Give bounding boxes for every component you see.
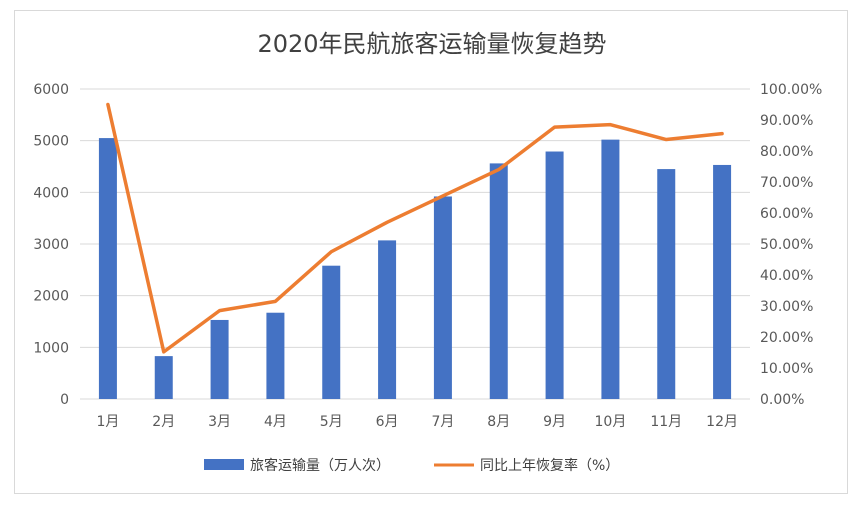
bar bbox=[98, 138, 117, 400]
x-axis-ticks: 1月 2月 3月 4月 5月 6月 7月 8月 9月 10月 11月 12月 bbox=[96, 414, 738, 430]
bar bbox=[210, 319, 229, 399]
x-axis-tick-label: 10月 bbox=[595, 414, 627, 430]
right-axis-tick-label: 20.00% bbox=[760, 330, 813, 346]
left-axis-tick-label: 2000 bbox=[33, 289, 69, 305]
right-axis-tick-label: 10.00% bbox=[760, 361, 813, 377]
x-axis-tick-label: 1月 bbox=[96, 414, 119, 430]
left-axis-ticks: 0 1000 2000 3000 4000 5000 6000 bbox=[33, 82, 69, 408]
legend-swatch-bar bbox=[204, 459, 244, 470]
x-axis-tick-label: 3月 bbox=[208, 414, 231, 430]
left-axis-tick-label: 4000 bbox=[33, 185, 69, 201]
bar bbox=[713, 164, 732, 399]
line-path bbox=[106, 102, 724, 354]
bar bbox=[657, 169, 676, 399]
bar bbox=[378, 240, 397, 399]
right-axis-tick-label: 50.00% bbox=[760, 237, 813, 253]
x-axis-tick-label: 6月 bbox=[376, 414, 399, 430]
x-axis-tick-label: 5月 bbox=[320, 414, 343, 430]
x-axis-tick-label: 2月 bbox=[152, 414, 175, 430]
bar bbox=[322, 265, 341, 399]
x-axis-tick-label: 4月 bbox=[264, 414, 287, 430]
gridlines bbox=[80, 88, 750, 400]
right-axis-tick-label: 70.00% bbox=[760, 175, 813, 191]
x-axis-tick-label: 8月 bbox=[487, 414, 510, 430]
x-axis-tick-label: 9月 bbox=[543, 414, 566, 430]
legend: 旅客运输量（万人次） 同比上年恢复率（%） bbox=[204, 457, 619, 474]
chart-frame bbox=[14, 10, 848, 494]
right-axis-tick-label: 30.00% bbox=[760, 299, 813, 315]
x-axis-tick-label: 12月 bbox=[706, 414, 738, 430]
bar-series bbox=[98, 138, 732, 400]
right-axis-tick-label: 40.00% bbox=[760, 268, 813, 284]
line-series bbox=[106, 102, 724, 354]
right-axis-tick-label: 80.00% bbox=[760, 144, 813, 160]
left-axis-tick-label: 5000 bbox=[33, 134, 69, 150]
bar bbox=[601, 139, 620, 399]
right-axis-tick-label: 100.00% bbox=[760, 82, 822, 98]
left-axis-tick-label: 3000 bbox=[33, 237, 69, 253]
right-axis-tick-label: 0.00% bbox=[760, 392, 804, 408]
bar bbox=[266, 312, 285, 399]
x-axis-tick-label: 11月 bbox=[650, 414, 682, 430]
left-axis-tick-label: 1000 bbox=[33, 340, 69, 356]
bar bbox=[545, 151, 564, 399]
x-axis-tick-label: 7月 bbox=[431, 414, 454, 430]
right-axis-ticks: 0.00% 10.00% 20.00% 30.00% 40.00% 50.00% 60.00… bbox=[760, 82, 822, 408]
left-axis-tick-label: 0 bbox=[60, 392, 69, 408]
bar bbox=[433, 196, 452, 399]
right-axis-tick-label: 60.00% bbox=[760, 206, 813, 222]
bar bbox=[154, 356, 173, 399]
left-axis-tick-label: 6000 bbox=[33, 82, 69, 98]
bar bbox=[489, 163, 508, 399]
right-axis-tick-label: 90.00% bbox=[760, 113, 813, 129]
legend-label-bar: 旅客运输量（万人次） bbox=[250, 457, 390, 474]
legend-label-line: 同比上年恢复率（%） bbox=[480, 457, 619, 474]
chart-title: 2020年民航旅客运输量恢复趋势 bbox=[257, 30, 606, 58]
